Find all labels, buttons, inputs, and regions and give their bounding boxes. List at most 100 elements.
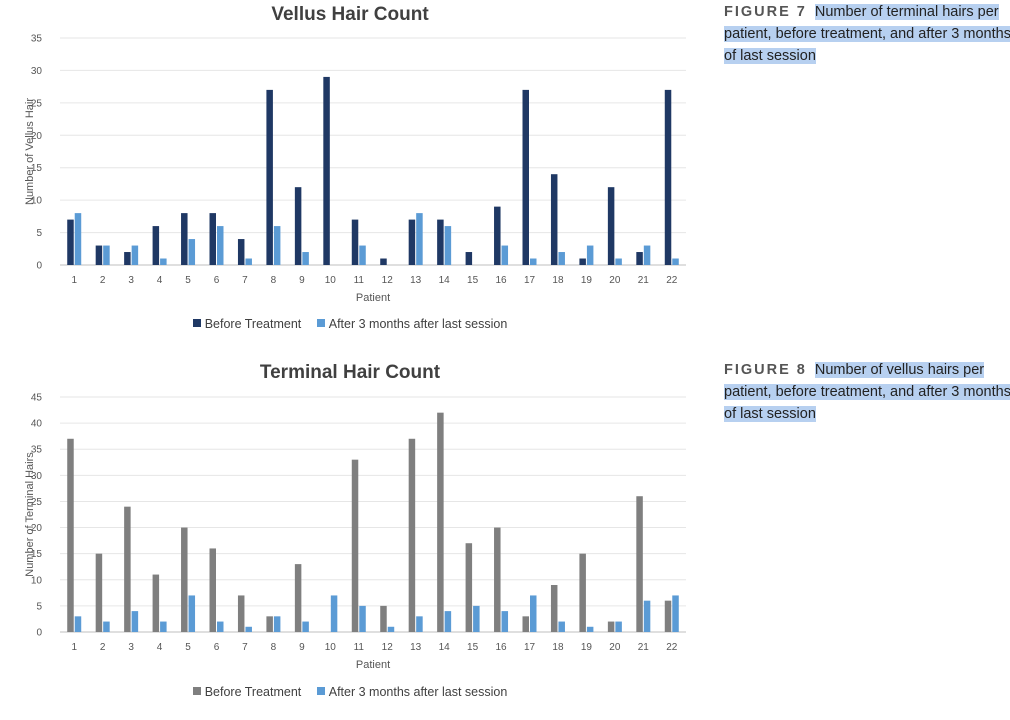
x-tick-label: 19 — [581, 642, 593, 653]
bar-before — [181, 213, 188, 265]
terminal-hair-chart: 0 5 10 15 20 25 30 35 40 45 1 2 3 4 5 6 7 8 9 10 11 12 13 14 15 1… — [0, 358, 700, 720]
legend-item-after: After 3 months after last session — [316, 317, 508, 331]
bar-after — [416, 616, 423, 632]
bar-before — [408, 438, 416, 632]
bar-after — [643, 600, 651, 632]
x-tick-label: 19 — [581, 275, 593, 286]
bar-after — [74, 616, 82, 632]
x-tick-label: 6 — [214, 642, 220, 653]
y-tick-label: 30 — [31, 471, 43, 482]
bar-after — [530, 595, 537, 632]
y-tick-label: 35 — [31, 34, 43, 45]
y-tick-label: 0 — [36, 628, 42, 639]
bar-after — [359, 605, 366, 632]
y-tick-label: 10 — [31, 575, 43, 586]
x-tick-label: 1 — [71, 642, 77, 653]
bar-after — [302, 252, 309, 265]
bar-before — [380, 605, 387, 632]
x-tick-label: 17 — [524, 642, 536, 653]
legend-swatch-before — [192, 687, 201, 695]
y-tick-label: 40 — [31, 419, 43, 430]
legend-label: After 3 months after last session — [328, 317, 508, 331]
bar-after — [245, 626, 252, 632]
bar-after — [558, 621, 565, 632]
x-tick-label: 16 — [495, 275, 507, 286]
bar-before — [380, 258, 387, 265]
bar-after — [359, 245, 366, 265]
bar-after — [273, 226, 281, 265]
bar-after — [416, 213, 423, 265]
bar-before — [67, 438, 74, 632]
bar-before — [266, 89, 273, 265]
x-tick-label: 6 — [214, 275, 220, 286]
legend-swatch-after — [316, 319, 325, 327]
x-tick-label: 21 — [638, 275, 650, 286]
x-tick-label: 10 — [325, 275, 337, 286]
bar-before — [237, 239, 245, 265]
legend-item-before: Before Treatment — [192, 685, 302, 699]
bar-before — [266, 616, 273, 632]
bar-before — [67, 219, 74, 265]
bar-before — [494, 206, 501, 265]
bar-after — [615, 258, 622, 265]
x-tick-label: 8 — [271, 642, 277, 653]
y-tick-label: 25 — [31, 98, 43, 109]
bar-after — [217, 226, 224, 265]
bar-after — [302, 621, 309, 632]
y-axis-label: Number of Terminal Hairs — [24, 452, 36, 577]
bar-before — [579, 258, 586, 265]
legend-swatch-after — [316, 687, 325, 695]
y-tick-label: 20 — [31, 523, 43, 534]
x-tick-label: 3 — [128, 642, 134, 653]
x-tick-label: 4 — [157, 642, 163, 653]
chart-legend: Before Treatment After 3 months after la… — [0, 317, 700, 331]
legend-item-before: Before Treatment — [192, 317, 301, 331]
bar-after — [672, 258, 679, 265]
bar-after — [615, 621, 622, 632]
bar-before — [323, 76, 330, 266]
bar-after — [160, 621, 167, 632]
figure-8-caption: FIGURE 8 Number of vellus hairs per patie… — [724, 359, 1010, 425]
x-tick-label: 12 — [382, 275, 394, 286]
legend-label: After 3 months after last session — [328, 685, 508, 699]
y-tick-label: 25 — [31, 497, 43, 508]
x-tick-label: 13 — [410, 642, 422, 653]
bar-after — [530, 258, 537, 265]
bar-after — [473, 605, 480, 632]
bar-before — [522, 89, 529, 265]
bar-before — [494, 527, 501, 632]
bar-after — [501, 611, 509, 632]
y-tick-label: 15 — [31, 163, 43, 174]
bar-before — [664, 89, 672, 265]
y-tick-label: 5 — [36, 601, 42, 612]
x-tick-label: 14 — [439, 275, 451, 286]
figure-7-caption: FIGURE 7 Number of terminal hairs per pat… — [724, 1, 1010, 67]
x-tick-label: 12 — [382, 642, 394, 653]
bar-before — [522, 616, 529, 632]
bar-before — [664, 600, 672, 632]
bar-before — [124, 506, 131, 632]
bar-after — [586, 626, 594, 632]
bar-after — [103, 245, 110, 265]
bar-before — [95, 245, 103, 265]
x-tick-label: 22 — [666, 275, 678, 286]
bar-after — [74, 213, 82, 265]
bar-after — [444, 226, 452, 265]
bar-before — [437, 219, 444, 265]
legend-item-after: After 3 months after last session — [316, 685, 508, 699]
bar-after — [672, 595, 679, 632]
x-tick-label: 15 — [467, 642, 479, 653]
x-tick-label: 7 — [242, 642, 248, 653]
bar-before — [636, 496, 643, 632]
y-tick-label: 10 — [31, 196, 43, 207]
y-tick-label: 30 — [31, 66, 43, 77]
bar-before — [124, 252, 131, 265]
bar-after — [387, 626, 395, 632]
bar-before — [636, 252, 643, 265]
chart-legend: Before Treatment After 3 months after la… — [0, 685, 700, 699]
chart-title: Vellus Hair Count — [271, 4, 429, 25]
bar-after — [188, 239, 196, 265]
x-tick-label: 15 — [467, 275, 479, 286]
legend-label: Before Treatment — [204, 685, 302, 699]
